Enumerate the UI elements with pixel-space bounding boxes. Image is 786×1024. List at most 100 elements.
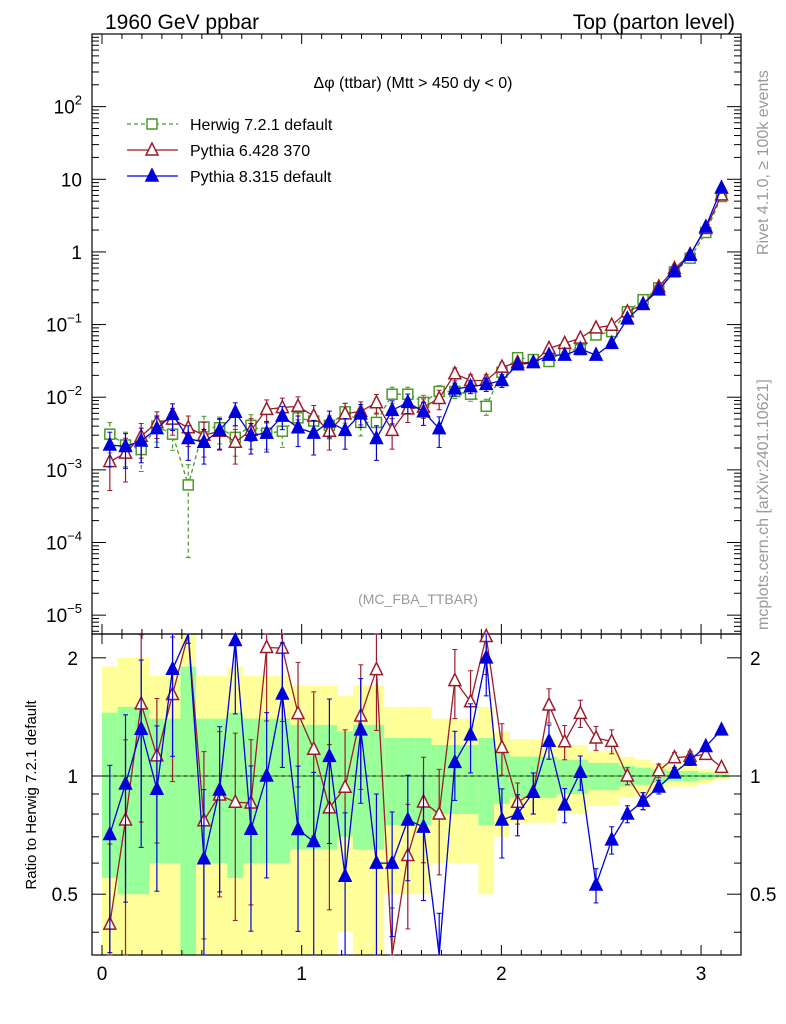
series-2-ratio-point-6 (196, 850, 212, 865)
series-1-ratio-line (109, 633, 722, 956)
series-2-ratio-point-23 (463, 726, 478, 741)
series-2-ratio-point-8 (228, 631, 243, 647)
mcplots-label: mcplots.cern.ch [arXiv:2401.10621] (755, 379, 772, 630)
y-tick-label-5: 1 (71, 243, 82, 264)
band-green-18 (384, 737, 400, 826)
series-2-ratio-point-37 (682, 751, 698, 766)
series-2-line (109, 187, 723, 448)
series-2-point-34 (635, 295, 651, 311)
x-tick-label-3: 3 (696, 964, 707, 985)
series-2-point-22 (447, 380, 463, 395)
series-1-ratio-point-39 (714, 758, 729, 774)
series-2-point-11 (275, 407, 290, 422)
series-1-ratio-point-15 (337, 778, 353, 793)
series-2-point-2 (133, 432, 149, 447)
series-0-point-18 (386, 388, 398, 400)
y-tick-exponent: −3 (67, 456, 82, 471)
series-2-point-39 (714, 179, 729, 194)
series-1-point-10 (259, 400, 274, 416)
series-2-ratio-point-32 (604, 831, 619, 846)
series-1-ratio-point-33 (620, 767, 635, 782)
series-2-point-36 (667, 262, 682, 278)
series-1-ratio-point-29 (557, 733, 572, 748)
series-2-ratio-point-2 (133, 720, 149, 735)
series-2-point-7 (212, 421, 227, 437)
series-1-point-18 (384, 421, 400, 437)
band-green-29 (556, 759, 573, 794)
series-2-point-33 (620, 310, 635, 325)
y-tick-exponent: −1 (67, 311, 82, 326)
series-0-line (109, 196, 723, 488)
series-2-point-24 (479, 375, 494, 391)
series-2-point-14 (322, 413, 337, 428)
series-1-ratio-point-35 (651, 762, 666, 777)
rivet-label: Rivet 4.1.0, ≥ 100k events (755, 70, 772, 255)
series-1-ratio-point-22 (447, 671, 463, 687)
series-1-point-31 (588, 319, 604, 334)
series-2-ratio-point-17 (369, 854, 384, 869)
band-green-32 (603, 762, 620, 791)
series-2-ratio-point-38 (698, 737, 714, 753)
series-1-ratio-point-30 (573, 704, 588, 720)
y-tick-label-3: 10−2 (46, 383, 82, 409)
series-2-point-35 (651, 281, 666, 296)
series-1-point-12 (290, 397, 306, 413)
y-tick-exponent: 2 (75, 93, 82, 108)
ratio-y-axis-label: Ratio to Herwig 7.2.1 default (23, 700, 40, 890)
series-2-ratio-point-9 (243, 820, 259, 836)
series-2-ratio-line (109, 633, 722, 956)
series-1-ratio-point-12 (290, 704, 306, 720)
series-2-ratio-point-15 (337, 867, 353, 882)
series-2-point-37 (682, 246, 698, 262)
series-2-point-10 (259, 424, 274, 439)
band-green-5 (180, 666, 197, 955)
series-2-point-38 (698, 218, 714, 233)
series-2-point-30 (573, 340, 588, 355)
band-green-11 (274, 718, 291, 864)
series-1-ratio-point-31 (588, 729, 604, 744)
ratio-y-label-right-1: 1 (750, 767, 761, 788)
series-0-point-5 (182, 479, 195, 491)
series-1-ratio-point-36 (667, 749, 682, 764)
series-2-point-20 (416, 403, 431, 418)
text-labels: 1960 GeV ppbar Top (parton level) Δφ (tt… (23, 11, 772, 890)
legend-label-0: Herwig 7.2.1 default (190, 117, 333, 134)
series-2-ratio-point-28 (541, 732, 557, 748)
series-2-point-21 (431, 419, 447, 435)
series-2-ratio-point-33 (620, 805, 635, 820)
series-1-point-17 (369, 394, 384, 409)
y-tick-label-4: 10−1 (46, 311, 82, 337)
y-tick-label-7: 102 (54, 93, 82, 119)
series-2-ratio-point-30 (573, 763, 588, 779)
series-2-point-9 (243, 426, 259, 441)
series-2-ratio-point-20 (416, 818, 431, 833)
series-1-point-8 (228, 433, 243, 448)
y-tick-exponent: −5 (67, 601, 82, 616)
series-2-point-17 (369, 429, 384, 445)
series-1-point-21 (431, 389, 447, 405)
series-1-ratio-point-25 (494, 738, 510, 754)
ratio-y-label-left-1: 1 (67, 767, 78, 788)
series-1-line (109, 194, 723, 463)
series-2-ratio-point-18 (384, 854, 400, 869)
legend-marker-2 (144, 167, 160, 182)
ratio-y-label-left-2: 2 (67, 649, 78, 670)
ratio-frame (91, 633, 742, 956)
series-2-ratio-point-1 (118, 775, 133, 790)
series-2-point-23 (463, 377, 478, 393)
series-2-point-8 (228, 403, 243, 419)
series-2-point-29 (557, 346, 572, 361)
series-2-ratio-point-25 (494, 811, 510, 826)
series-2-point-32 (604, 334, 619, 350)
series-2-point-15 (337, 421, 353, 437)
series-2-ratio-point-10 (259, 767, 274, 782)
series-2-ratio-point-4 (165, 660, 180, 675)
series-2-ratio-point-22 (447, 753, 463, 769)
series-1-ratio-point-28 (541, 696, 557, 711)
y-tick-exponent: −2 (67, 383, 82, 398)
ratio-uncertainty-bands (101, 634, 730, 955)
y-tick-label-1: 10−4 (46, 528, 82, 554)
series-2-point-3 (149, 419, 165, 435)
series-1-ratio-point-21 (431, 805, 447, 820)
